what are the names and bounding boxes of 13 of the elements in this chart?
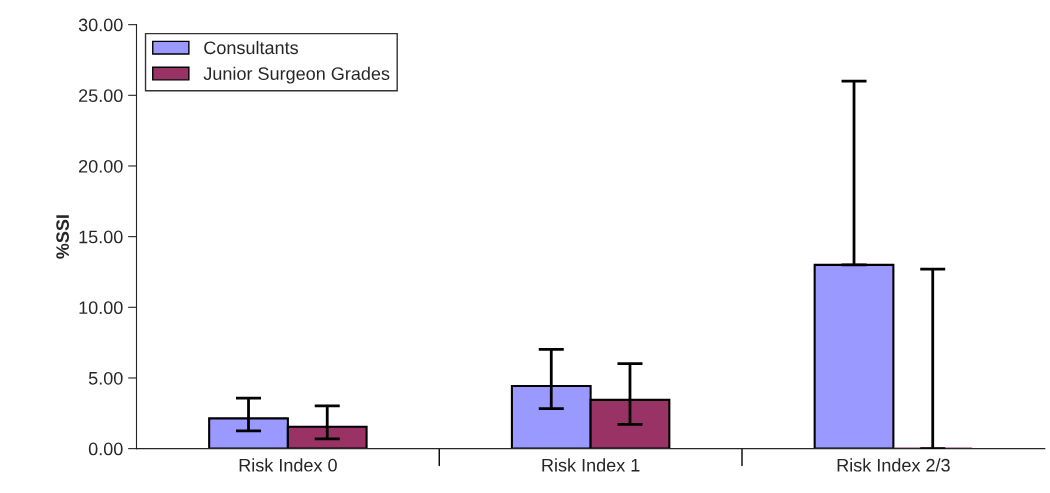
y-tick-label: 25.00: [79, 89, 123, 103]
y-tick-label: 30.00: [78, 18, 123, 32]
y-tick-label: 10.00: [79, 301, 123, 315]
x-tick-label: Risk Index 2/3: [837, 458, 950, 472]
x-tick-label: Risk Index 0: [239, 458, 337, 472]
x-tick-label: Risk Index 1: [542, 458, 640, 472]
y-tick-label: 20.00: [79, 159, 123, 173]
legend-label: Junior Surgeon Grades: [203, 66, 390, 84]
legend-label: Consultants: [204, 40, 298, 55]
y-tick-label: 0.00: [88, 442, 123, 456]
y-axis-title: %SSI: [56, 215, 69, 259]
y-tick-label: 5.00: [88, 371, 123, 385]
y-tick-label: 15.00: [79, 230, 123, 244]
